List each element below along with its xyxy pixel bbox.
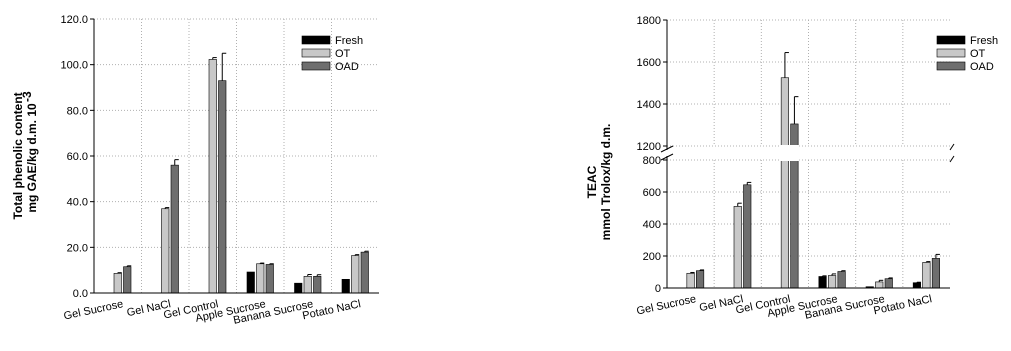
y-tick-label: 200 — [643, 251, 661, 263]
legend-swatch — [936, 48, 966, 58]
legend-label: OT — [335, 48, 351, 60]
y-tick-label: 80.0 — [67, 105, 88, 117]
y-tick-label: 1400 — [637, 99, 661, 111]
bar — [884, 278, 893, 289]
bar-lower-part — [780, 159, 789, 289]
y-axis-label-line-2: mg GAE/kg d.m. 10 — [25, 103, 39, 213]
bar-upper-part — [780, 77, 789, 147]
y-tick-label: 400 — [643, 219, 661, 231]
bar-break-gap — [789, 145, 800, 161]
bar — [303, 276, 312, 294]
legend-label: OAD — [335, 61, 359, 73]
y-tick-label: 600 — [643, 187, 661, 199]
y-tick-label: 100.0 — [60, 60, 88, 72]
legend-label: OT — [970, 48, 986, 60]
bar — [360, 251, 369, 294]
legend-label: OAD — [970, 61, 994, 73]
y-tick-label: 40.0 — [67, 197, 88, 209]
axis-break-mark — [949, 155, 955, 163]
y-axis-label-line-1: TEAC — [585, 165, 599, 198]
bar — [113, 273, 122, 294]
y-axis-label-superscript: -3 — [20, 91, 34, 102]
legend-swatch — [301, 61, 331, 71]
bar — [208, 59, 217, 294]
y-axis-label: TEAC mmol Trolox/kg d.m. — [585, 124, 613, 241]
y-axis-label-line-1: Total phenolic content — [11, 92, 25, 219]
bar — [818, 276, 827, 289]
y-axis-label: Total phenolic content mg GAE/kg d.m. 10-… — [11, 91, 39, 220]
bar — [733, 206, 742, 289]
bar — [218, 80, 227, 294]
y-tick-label: 1200 — [637, 141, 661, 153]
bar — [931, 258, 940, 289]
y-tick-label: 0 — [655, 283, 661, 295]
bar — [313, 276, 322, 294]
bar — [922, 262, 931, 289]
bar — [265, 264, 274, 294]
axis-break-mark — [949, 143, 955, 151]
y-tick-label: 60.0 — [67, 151, 88, 163]
legend-swatch — [301, 35, 331, 45]
bar — [875, 281, 884, 289]
legend-label: Fresh — [335, 35, 363, 47]
bar-break-gap — [780, 145, 790, 161]
legend-label: Fresh — [970, 35, 998, 47]
bar — [170, 164, 179, 294]
bar — [912, 282, 921, 289]
bar — [696, 270, 705, 289]
y-tick-label: 1800 — [637, 15, 661, 27]
bar — [341, 278, 350, 294]
legend-swatch — [301, 48, 331, 58]
bar — [294, 282, 303, 294]
bar — [828, 275, 837, 289]
bar — [123, 266, 132, 294]
y-tick-label: 800 — [643, 155, 661, 167]
y-tick-label: 20.0 — [67, 242, 88, 254]
chart-2: 0 200 400 600 800 1200 1400 1600 1800 Gel Sucrose… — [585, 15, 998, 322]
y-tick-label: 1600 — [637, 57, 661, 69]
axis-break-mark — [660, 153, 674, 161]
y-tick-label: 120.0 — [60, 14, 88, 26]
y-axis-label-line-2: mmol Trolox/kg d.m. — [599, 124, 613, 241]
bar — [837, 271, 846, 289]
bar-lower-part — [790, 159, 799, 289]
bar — [256, 263, 265, 294]
legend-swatch — [936, 35, 966, 45]
legend-swatch — [936, 61, 966, 71]
bar — [161, 208, 170, 294]
y-tick-label: 0.0 — [73, 288, 88, 300]
bar — [246, 271, 255, 294]
bar-upper-part — [790, 123, 799, 147]
x-tick-label: Gel Sucrose — [636, 293, 698, 317]
chart-1: 0.0 20.0 40.0 60.0 80.0 100.0 120.0 Gel Sucrose… — [11, 14, 379, 327]
x-tick-label: Gel Sucrose — [63, 298, 125, 322]
bar — [686, 272, 695, 289]
axis-break-mark — [660, 145, 674, 153]
bar — [743, 184, 752, 289]
bar — [351, 255, 360, 294]
